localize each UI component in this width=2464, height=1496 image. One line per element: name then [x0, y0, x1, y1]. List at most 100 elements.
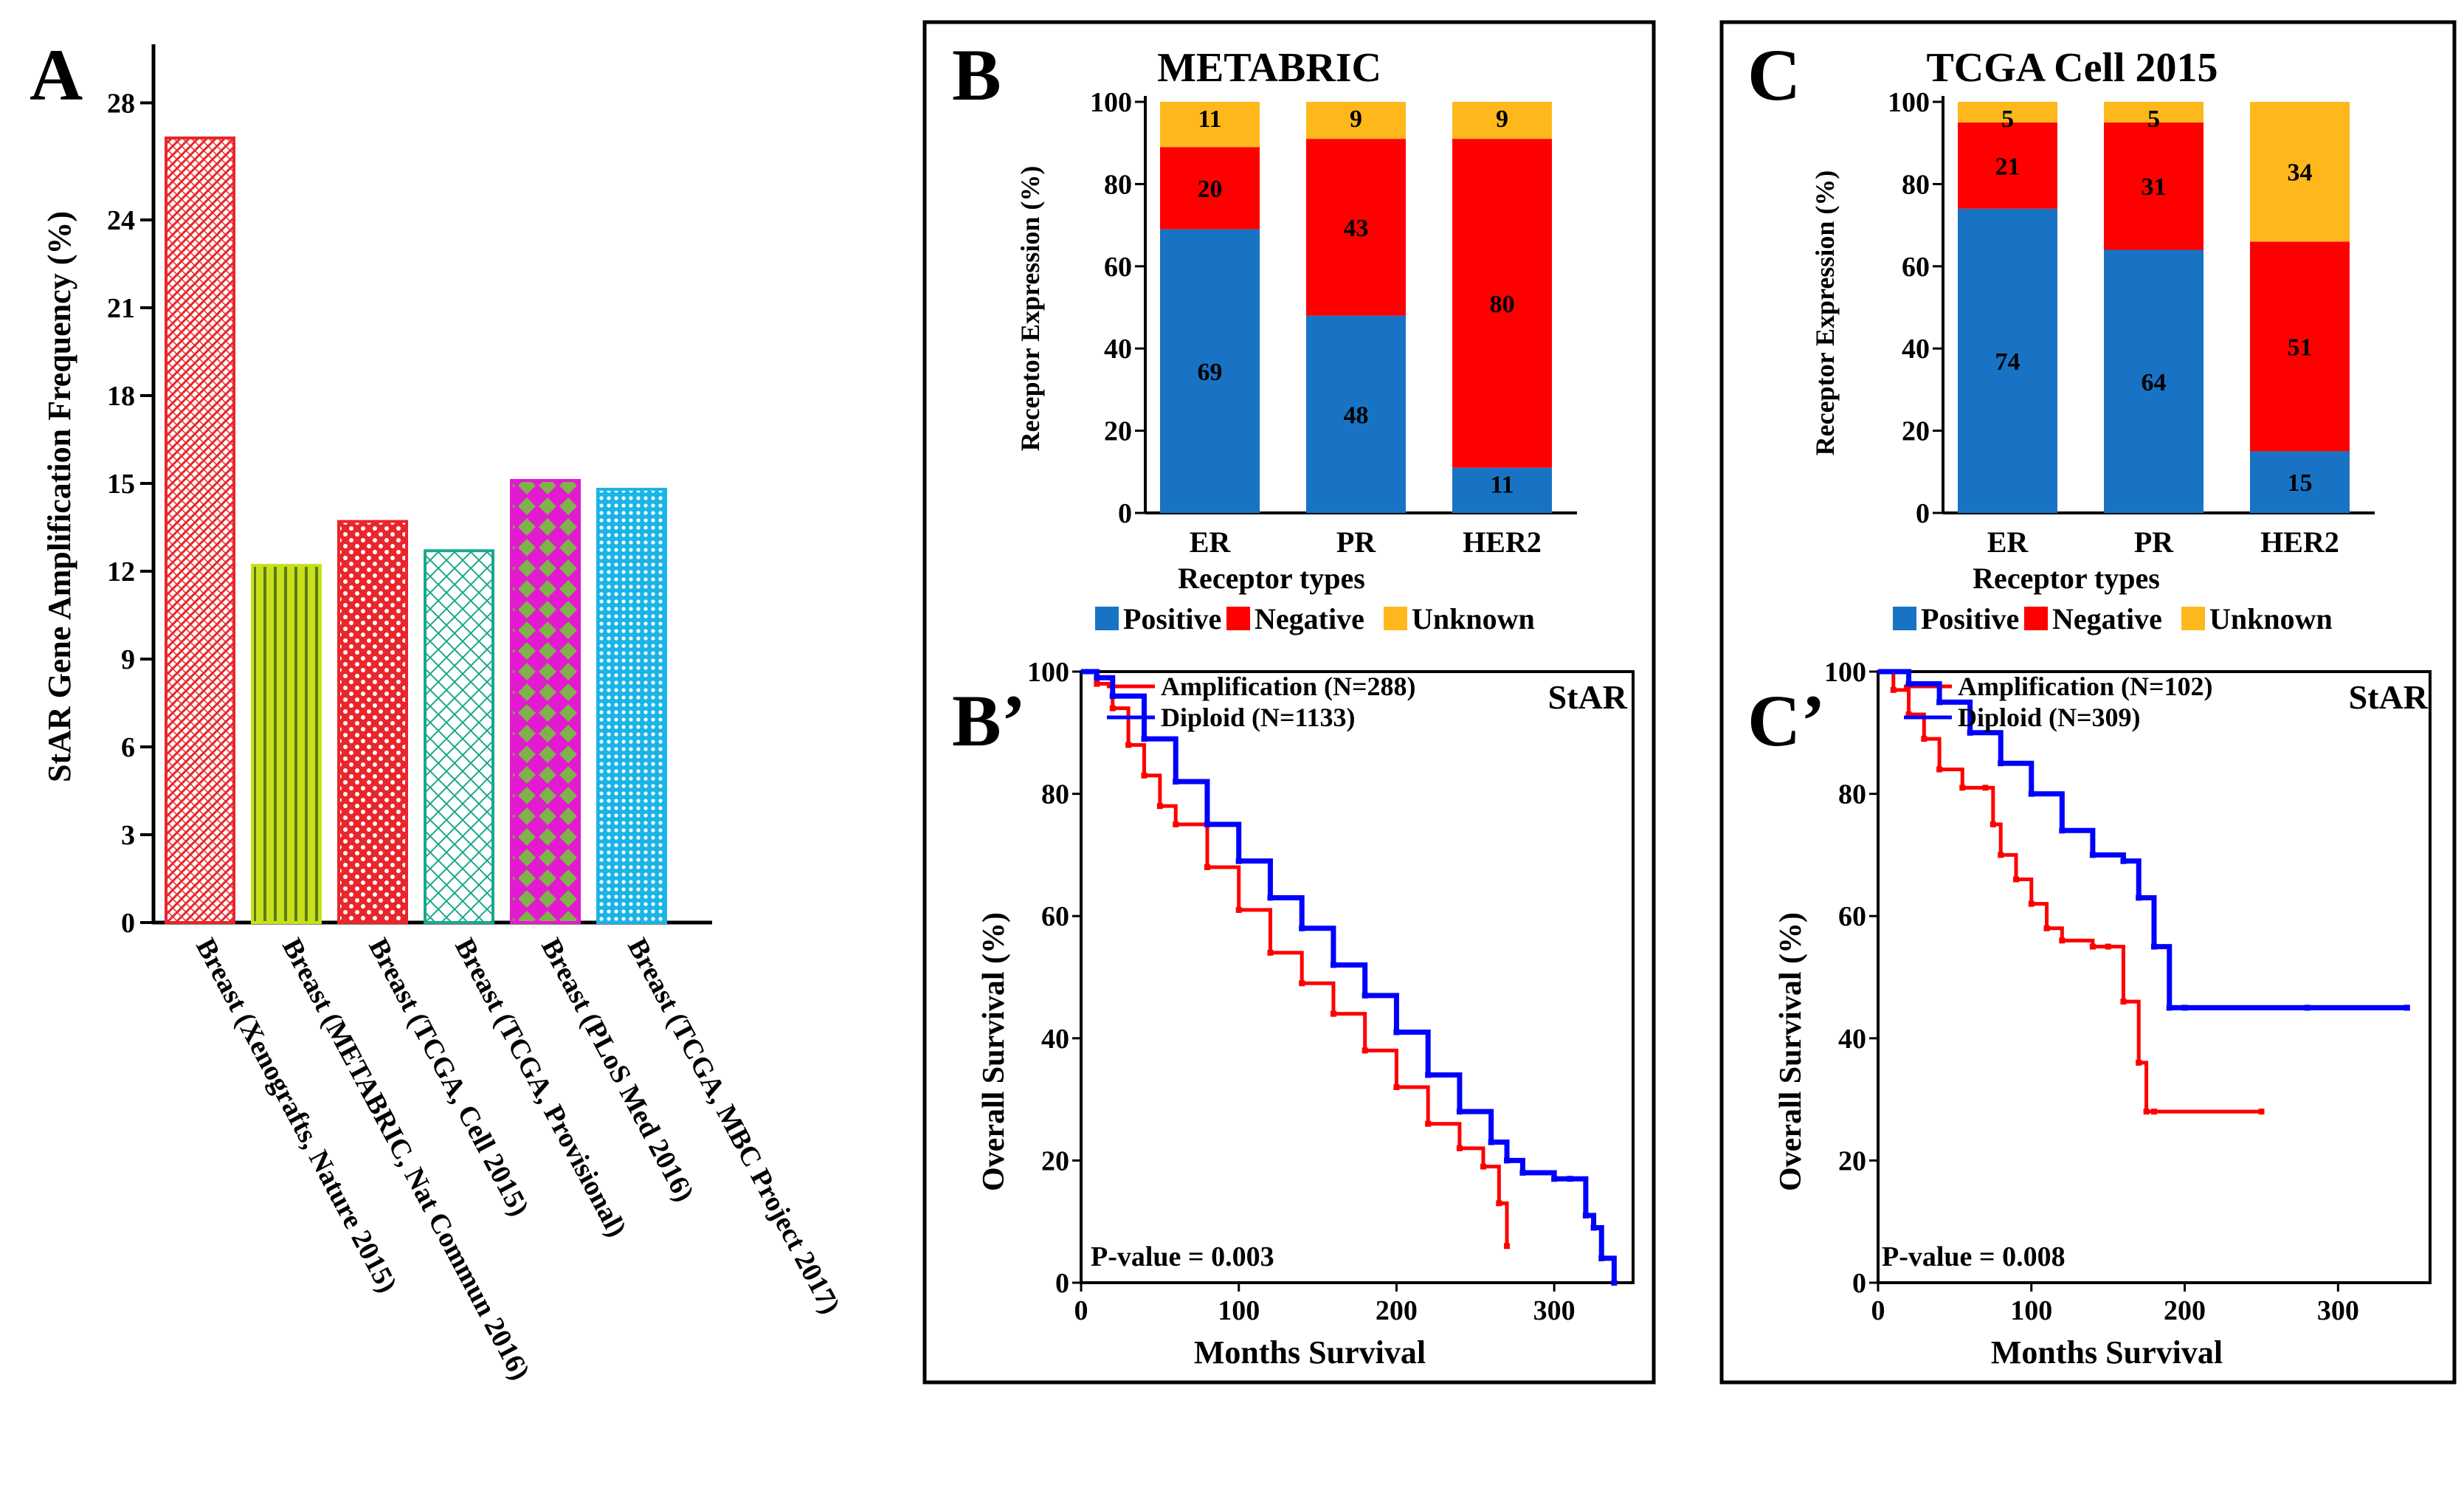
panel-b-y-tick-label: 0 [1118, 498, 1132, 529]
panel-b-prime-censor-mark [1519, 1169, 1526, 1176]
panel-c-prime-x-tick-label: 0 [1871, 1295, 1885, 1326]
panel-b-prime-x-axis-label: Months Survival [1194, 1334, 1426, 1371]
panel-b-prime-censor-mark [1611, 1280, 1618, 1286]
panel-b-prime-curve [1081, 669, 1509, 1247]
panel-c-segment-label: 34 [2288, 159, 2313, 187]
panel-b-bar-segment [1452, 139, 1552, 468]
panel-b-prime-censor-mark [1330, 1010, 1336, 1017]
panel-b-bar-segment [1306, 315, 1406, 513]
panel-c-bar-segment [2250, 451, 2350, 513]
panel-b-segment-label: 80 [1490, 291, 1515, 318]
panel-c-prime-y-axis-label: Overall Survival (%) [1774, 912, 1808, 1191]
panel-b-segment-label: 48 [1344, 401, 1369, 429]
panel-c-prime-censor-mark [2166, 1004, 2173, 1011]
panel-b-x-axis-label: Receptor types [1178, 562, 1365, 595]
panel-a-x-tick-label: Breast (TCGA, Provisional) [449, 934, 632, 1242]
panel-c-prime-x-tick-label: 200 [2164, 1295, 2206, 1326]
panel-c-prime-censor-mark [2120, 999, 2127, 1005]
panel-b-prime-censor-mark [1204, 864, 1210, 870]
panel-b-prime-censor-mark [1480, 1163, 1486, 1170]
panel-c-prime-gene: StAR [2349, 678, 2429, 716]
panel-b-prime-x-tick-label: 300 [1533, 1295, 1576, 1326]
panel-b-prime-censor-mark [1299, 980, 1305, 987]
panel-c-prime-censor-mark [2089, 943, 2096, 950]
panel-c-prime-censor-mark [2258, 1109, 2265, 1115]
panel-c-prime-censor-mark [1990, 821, 1996, 827]
panel-c-segment-label: 5 [2001, 106, 2014, 133]
panel-c-x-tick-label: PR [2134, 525, 2174, 559]
panel-c-x-axis-label: Receptor types [1973, 562, 2160, 595]
panel-c-prime-censor-mark [2059, 827, 2066, 834]
panel-b-segment-label: 20 [1198, 176, 1223, 203]
panel-b-prime-p-value: P-value = 0.003 [1091, 1241, 1274, 1272]
panel-c-legend-swatch [1893, 607, 1916, 630]
panel-b-prime-censor-mark [1109, 705, 1116, 711]
panel-c-prime-y-tick-label: 100 [1824, 657, 1866, 688]
panel-b-prime-legend-label: Amplification (N=288) [1161, 672, 1415, 701]
panel-c-legend-swatch [2024, 607, 2048, 630]
panel-a-y-axis-label: StAR Gene Amplification Frequency (%) [41, 211, 77, 782]
panel-b-prime-legend-label: Diploid (N=1133) [1161, 703, 1356, 732]
panel-c-legend-label: Negative [2052, 602, 2162, 635]
panel-b-prime-censor-mark [1393, 1084, 1400, 1091]
panel-b-prime-censor-mark [1141, 772, 1148, 779]
panel-c-frame [1719, 20, 2457, 1385]
panel-c-prime-censor-mark [1905, 711, 1912, 717]
panel-a-bar [337, 520, 408, 924]
panel-c-prime-legend-label: Amplification (N=102) [1958, 672, 2212, 701]
panel-b-prime-censor-mark [1456, 1145, 1463, 1151]
panel-b-prime-censor-mark [1267, 895, 1274, 901]
panel-b-segment-label: 11 [1490, 472, 1514, 499]
panel-b-prime-censor-mark [1504, 1157, 1511, 1164]
panel-b-prime-x-tick-label: 100 [1218, 1295, 1260, 1326]
panel-c-prime-curve [1878, 669, 2262, 1114]
panel-c-prime-censor-mark [2028, 790, 2035, 797]
panel-c-prime-censor-mark [1921, 736, 1928, 742]
panel-b-legend-label: Negative [1255, 602, 1364, 635]
panel-c-y-tick-label: 20 [1902, 416, 1930, 447]
panel-b-segment-label: 69 [1198, 359, 1223, 386]
panel-c-y-tick-label: 40 [1902, 334, 1930, 365]
panel-c-legend-label: Positive [1921, 602, 2019, 635]
panel-c-prime-censor-mark [1959, 785, 1966, 791]
panel-c-prime-censor-mark [1967, 729, 1973, 736]
panel-c-prime-y-tick-label: 0 [1852, 1268, 1866, 1299]
panel-c-prime-censor-mark [2181, 1004, 2188, 1011]
panel-b-prime-censor-mark [1204, 821, 1210, 827]
panel-c-prime-censor-mark [2403, 1004, 2410, 1011]
panel-a-y-tick-label: 3 [121, 820, 135, 851]
panel-b-prime-plot-frame [1080, 670, 1635, 1284]
panel-b-segment-label: 9 [1350, 106, 1362, 133]
panel-b-prime-x-tick-label: 0 [1074, 1295, 1088, 1326]
panel-c-y-tick-label: 100 [1888, 87, 1930, 118]
panel-c-x-tick-label: HER2 [2260, 525, 2339, 559]
panel-c-prime-y-tick-label: 20 [1838, 1145, 1866, 1176]
panel-b-bar-segment [1452, 467, 1552, 513]
panel-a-bar [251, 564, 322, 924]
panel-b-stacked-bar: B METABRIC Receptor Expression (%) Recep… [952, 34, 1577, 635]
panel-b-segment-label: 43 [1344, 215, 1369, 242]
panel-b-prime-censor-mark [1551, 1176, 1558, 1182]
panel-b-bar-segment [1452, 102, 1552, 139]
panel-b-prime-censor-mark [1094, 675, 1100, 681]
panel-c-bar-segment [1958, 102, 2057, 123]
panel-c-prime-censor-mark [2043, 925, 2050, 931]
panel-a-bar [510, 479, 581, 924]
panel-c-prime-label: C’ [1747, 680, 1826, 762]
panel-b-prime-y-tick-label: 60 [1041, 901, 1069, 932]
panel-c-segment-label: 74 [1995, 348, 2020, 376]
panel-c-prime-censor-mark [2136, 1059, 2142, 1066]
panel-b-bar-segment [1306, 102, 1406, 139]
panel-c-segment-label: 21 [1995, 153, 2020, 180]
panel-c-y-axis-label: Receptor Expression (%) [1810, 170, 1840, 456]
panel-c-legend-swatch [2181, 607, 2205, 630]
panel-c-prime-curve [1878, 669, 2407, 1010]
panel-c-prime-censor-mark [1998, 760, 2004, 767]
panel-c-prime-censor-mark [1936, 766, 1943, 773]
panel-c-prime-censor-mark [1982, 785, 1989, 791]
panel-c-title: TCGA Cell 2015 [1926, 45, 2218, 91]
panel-b-x-tick-label: ER [1190, 525, 1232, 559]
panel-b-prime-censor-mark [1330, 962, 1336, 968]
panel-c-y-tick-label: 0 [1916, 498, 1930, 529]
panel-c-prime-censor-mark [2059, 937, 2066, 944]
